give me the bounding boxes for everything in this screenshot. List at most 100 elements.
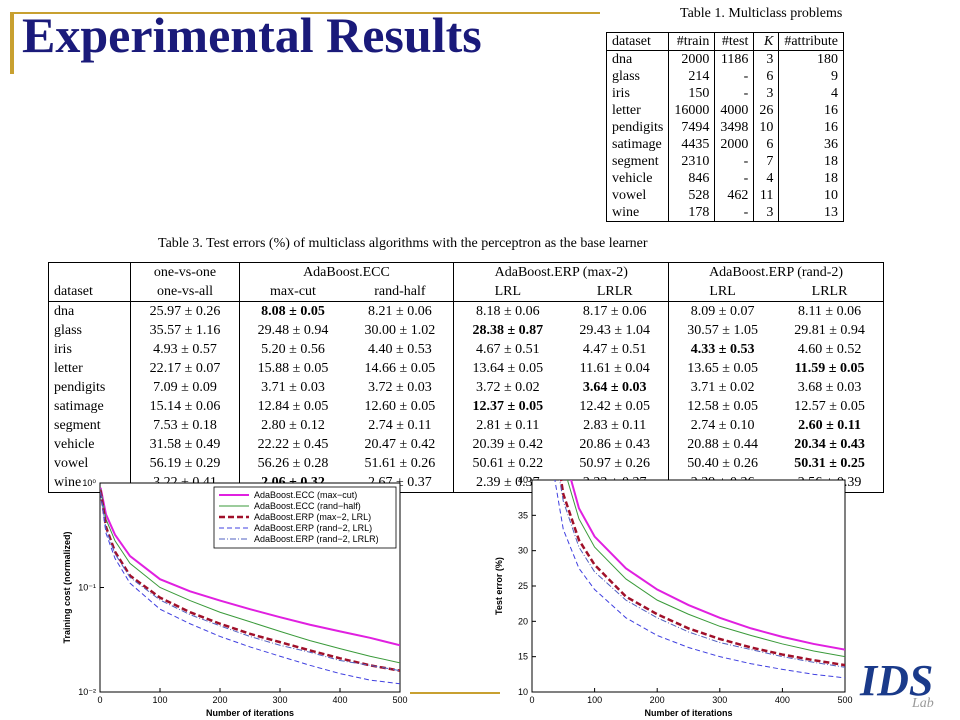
x-axis-label: Number of iterations: [644, 708, 732, 718]
cell: 29.48 ± 0.94: [238, 321, 347, 340]
cell: vowel: [54, 456, 89, 471]
x-tick-label: 100: [587, 695, 602, 705]
cell: 3498: [714, 119, 754, 136]
cell: 50.40 ± 0.26: [668, 454, 777, 473]
cell: 29.43 ± 1.04: [579, 323, 651, 338]
series-line: [570, 480, 845, 651]
cell: 9: [778, 68, 844, 85]
cell: 12.42 ± 0.05: [579, 399, 651, 414]
cell: 22.22 ± 0.45: [238, 435, 347, 454]
row: satimage 15.14 ± 0.06 12.84 ± 0.05 12.60 ± …: [49, 397, 884, 416]
cell: 2.60 ± 0.11: [798, 418, 861, 433]
y-tick-label: 10⁻¹: [78, 583, 96, 593]
cell: 7: [753, 153, 779, 170]
y-tick-label: 10⁰: [82, 478, 96, 488]
cell: 13.64 ± 0.05: [453, 359, 562, 378]
y-tick-label: 40: [518, 475, 528, 485]
cell: wine: [605, 204, 669, 222]
cell: 3: [753, 85, 779, 102]
cell: 11: [753, 187, 779, 204]
legend-label: AdaBoost.ERP (max−2, LRL): [254, 512, 371, 522]
cell: 6: [753, 68, 779, 85]
cell: 12.58 ± 0.05: [668, 397, 777, 416]
cell: 35.57 ± 1.16: [130, 321, 240, 340]
cell: 12.37 ± 0.05: [453, 397, 562, 416]
y-axis-label: Test error (%): [494, 557, 504, 615]
cell: 214: [668, 68, 715, 85]
legend-label: AdaBoost.ECC (rand−half): [254, 501, 361, 511]
cell: 50.97 ± 0.26: [579, 456, 651, 471]
x-tick-label: 300: [712, 695, 727, 705]
cell: 13: [778, 204, 844, 222]
cell: 12.84 ± 0.05: [238, 397, 347, 416]
cell: 7.53 ± 0.18: [130, 416, 240, 435]
cell: 12.60 ± 0.05: [364, 399, 436, 414]
header-cell: LRL: [668, 282, 777, 302]
logo-sub: Lab: [912, 696, 934, 711]
cell: 150: [668, 85, 715, 102]
cell: 13.65 ± 0.05: [668, 359, 777, 378]
cell: -: [714, 85, 754, 102]
row: vehicle 31.58 ± 0.49 22.22 ± 0.45 20.47 ± 0…: [49, 435, 884, 454]
cell: 180: [778, 50, 844, 68]
legend-label: AdaBoost.ERP (rand−2, LRL): [254, 523, 372, 533]
cell: 2.81 ± 0.11: [453, 416, 562, 435]
y-tick-label: 10⁻²: [78, 687, 96, 697]
table3: one-vs-one AdaBoost.ECC AdaBoost.ERP (max-…: [48, 262, 884, 493]
legend-label: AdaBoost.ECC (max−cut): [254, 490, 357, 500]
cell: 18: [778, 153, 844, 170]
row: letter 22.17 ± 0.07 15.88 ± 0.05 14.66 ± 0.…: [49, 359, 884, 378]
row: dna 2000 1186 3 180: [605, 50, 844, 68]
table3-caption: Table 3. Test errors (%) of multiclass a…: [158, 236, 648, 251]
table1-caption: Table 1. Multiclass problems: [680, 6, 843, 21]
header-cell: LRLR: [561, 282, 669, 302]
x-axis-label: Number of iterations: [206, 708, 294, 718]
row: segment 2310-7 18: [605, 153, 844, 170]
cell: 56.19 ± 0.29: [130, 454, 240, 473]
table1: dataset #train #test K #attribute dna 2000 1186…: [605, 32, 844, 222]
row: glass 214-6 9: [605, 68, 844, 85]
cell: 2.74 ± 0.11: [368, 418, 432, 433]
cell: 4000: [714, 102, 754, 119]
row: wine 178-3 13: [605, 204, 844, 222]
cell: 4.67 ± 0.51: [453, 340, 562, 359]
series-line: [100, 487, 400, 647]
header-row: dataset one-vs-all max-cut rand-half LRL LRLR…: [48, 282, 884, 302]
legend-label: AdaBoost.ERP (rand−2, LRLR): [254, 534, 379, 544]
cell: 50.31 ± 0.25: [794, 456, 865, 471]
cell: 8.17 ± 0.06: [582, 304, 647, 319]
y-tick-label: 15: [518, 652, 528, 662]
cell: 4.40 ± 0.53: [368, 342, 432, 357]
row: vowel 528 462 11 10: [605, 187, 844, 204]
header-cell: max-cut: [238, 282, 347, 302]
cell: 11.61 ± 0.04: [579, 361, 650, 376]
cell: 20.39 ± 0.42: [453, 435, 562, 454]
group-cell: one-vs-one: [130, 262, 240, 282]
header-cell: dataset: [48, 282, 131, 302]
cell: dna: [605, 50, 669, 68]
cell: 16000: [668, 102, 715, 119]
cell: 2.74 ± 0.10: [668, 416, 777, 435]
x-tick-label: 100: [152, 695, 167, 705]
header-cell: dataset: [605, 32, 669, 51]
cell: pendigits: [605, 119, 669, 136]
cell: 16: [778, 119, 844, 136]
y-axis-label: Training cost (normalized): [62, 531, 72, 643]
cell: iris: [605, 85, 669, 102]
top-rule: [10, 12, 600, 14]
cell: 51.61 ± 0.26: [364, 456, 436, 471]
cell: 8.18 ± 0.06: [453, 301, 562, 321]
cell: pendigits: [54, 380, 106, 395]
row: letter 16000 4000 26 16: [605, 102, 844, 119]
cell: -: [714, 153, 754, 170]
cell: 3: [753, 204, 779, 222]
row: pendigits 7.09 ± 0.09 3.71 ± 0.03 3.72 ± 0.…: [49, 378, 884, 397]
cell: satimage: [54, 399, 104, 414]
cell: 4435: [668, 136, 715, 153]
cell: letter: [54, 361, 83, 376]
cell: -: [714, 170, 754, 187]
cell: 20.47 ± 0.42: [364, 437, 436, 452]
cell: 4: [753, 170, 779, 187]
cell: 846: [668, 170, 715, 187]
